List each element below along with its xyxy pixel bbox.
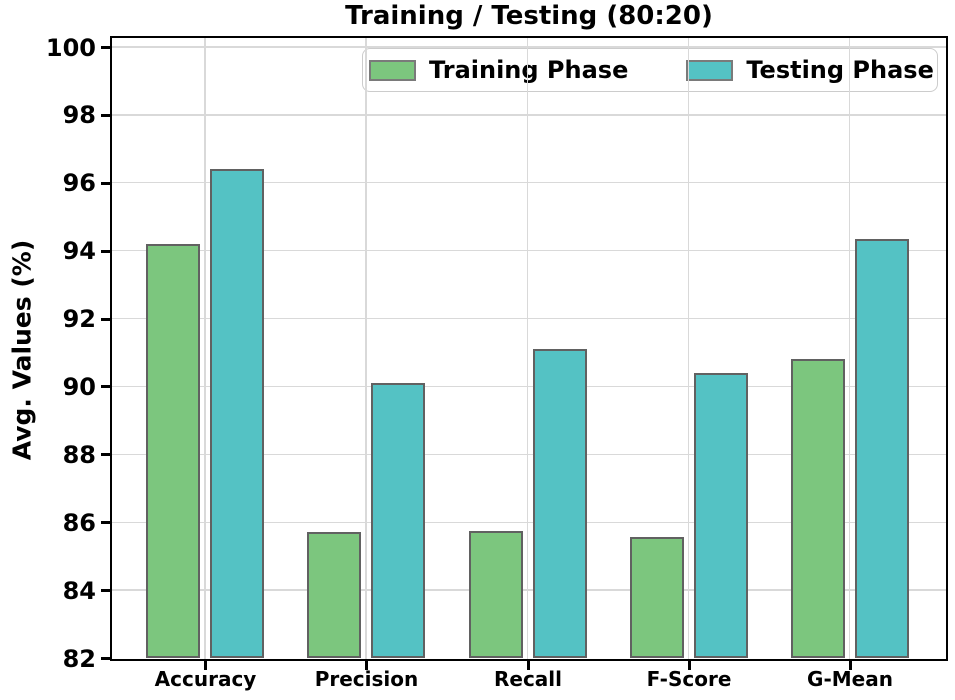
gridline-x-accuracy bbox=[204, 38, 206, 659]
legend-item-training: Training Phase bbox=[369, 56, 628, 84]
bar-testing-recall bbox=[532, 349, 587, 658]
plot-area: Training Phase Testing Phase bbox=[110, 36, 948, 661]
xtick-g-mean bbox=[848, 661, 852, 670]
gridline-x-f-score bbox=[687, 38, 690, 659]
gridline-y-88 bbox=[112, 453, 946, 456]
y-axis-label: Avg. Values (%) bbox=[7, 239, 37, 461]
ytick-label-100: 100 bbox=[45, 33, 96, 62]
bar-testing-precision bbox=[371, 383, 425, 658]
ytick-label-94: 94 bbox=[62, 237, 96, 266]
legend-label-training: Training Phase bbox=[429, 56, 629, 84]
ytick-86 bbox=[101, 521, 110, 525]
xtick-label-recall: Recall bbox=[493, 667, 563, 691]
ytick-label-86: 86 bbox=[62, 508, 96, 537]
ytick-label-84: 84 bbox=[62, 576, 96, 605]
legend-item-testing: Testing Phase bbox=[686, 56, 934, 84]
gridline-y-90 bbox=[112, 385, 946, 388]
bar-training-accuracy bbox=[146, 243, 200, 658]
xtick-f-score bbox=[687, 661, 691, 670]
ytick-label-88: 88 bbox=[62, 440, 96, 469]
bar-training-g-mean bbox=[790, 359, 845, 658]
ytick-label-96: 96 bbox=[62, 169, 96, 198]
gridline-y-98 bbox=[112, 114, 946, 116]
xtick-label-g-mean: G-Mean bbox=[807, 667, 893, 691]
legend-swatch-training bbox=[369, 59, 416, 81]
gridline-y-86 bbox=[112, 521, 946, 523]
ytick-94 bbox=[101, 249, 110, 253]
ytick-90 bbox=[101, 385, 110, 389]
legend: Training Phase Testing Phase bbox=[362, 48, 938, 92]
ytick-label-92: 92 bbox=[62, 305, 96, 334]
gridline-x-g-mean bbox=[848, 38, 851, 659]
xtick-label-precision: Precision bbox=[314, 667, 419, 691]
bar-training-precision bbox=[307, 532, 361, 658]
ytick-92 bbox=[101, 317, 110, 321]
bar-training-f-score bbox=[629, 537, 684, 658]
ytick-98 bbox=[101, 113, 110, 117]
gridline-x-recall bbox=[526, 38, 529, 659]
gridline-y-100 bbox=[112, 46, 946, 48]
ytick-82 bbox=[101, 657, 110, 660]
ytick-84 bbox=[101, 589, 110, 593]
gridline-y-94 bbox=[112, 249, 946, 252]
gridline-y-96 bbox=[112, 182, 946, 184]
legend-swatch-testing bbox=[686, 59, 734, 81]
gridline-x-precision bbox=[365, 38, 367, 659]
bar-testing-accuracy bbox=[210, 169, 264, 658]
ytick-label-82: 82 bbox=[62, 644, 96, 673]
xtick-label-accuracy: Accuracy bbox=[154, 667, 257, 691]
ytick-100 bbox=[101, 46, 110, 49]
gridline-y-84 bbox=[112, 589, 946, 591]
ytick-label-98: 98 bbox=[62, 101, 96, 130]
legend-label-testing: Testing Phase bbox=[746, 56, 934, 84]
bar-testing-g-mean bbox=[854, 238, 909, 658]
ytick-96 bbox=[101, 181, 110, 185]
ytick-88 bbox=[101, 453, 110, 457]
ytick-label-90: 90 bbox=[62, 372, 96, 401]
xtick-accuracy bbox=[204, 661, 207, 670]
chart-title: Training / Testing (80:20) bbox=[345, 1, 713, 31]
bar-testing-f-score bbox=[693, 372, 748, 658]
xtick-precision bbox=[365, 661, 368, 670]
xtick-label-f-score: F-Score bbox=[646, 667, 732, 691]
xtick-recall bbox=[526, 661, 530, 670]
gridline-y-92 bbox=[112, 317, 946, 320]
bar-training-recall bbox=[468, 530, 523, 658]
